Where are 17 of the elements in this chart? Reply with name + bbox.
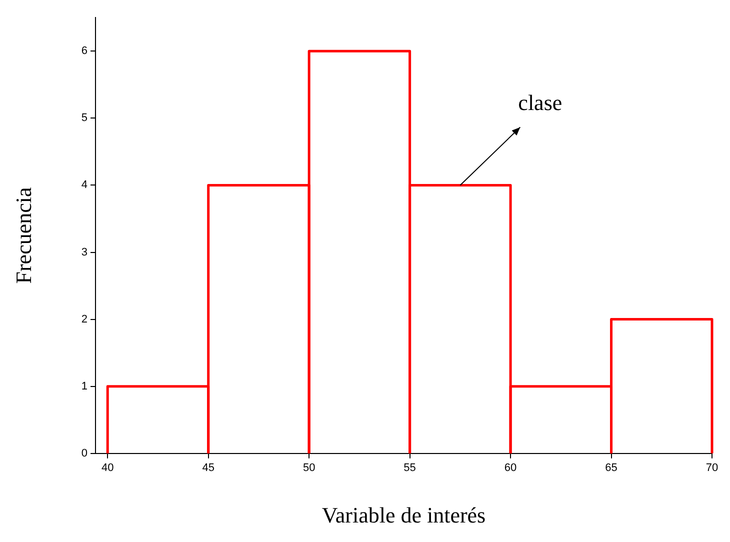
y-tick-label: 4 <box>81 179 88 192</box>
x-tick-label: 40 <box>101 462 114 474</box>
y-tick-label: 2 <box>81 313 88 326</box>
annotation: clase <box>518 90 562 115</box>
x-tick-label: 45 <box>202 462 214 474</box>
x-tick-label: 70 <box>706 462 718 474</box>
y-tick-label: 1 <box>81 380 88 392</box>
y-tick-label: 0 <box>81 447 88 460</box>
y-axis-title: Frecuencia <box>10 187 36 284</box>
x-tick-label: 50 <box>302 462 316 474</box>
y-tick-label: 5 <box>81 112 88 124</box>
x-axis-title: Variable de interés <box>322 502 486 528</box>
x-tick-label: 55 <box>404 462 416 474</box>
x-tick-label: 65 <box>605 462 618 474</box>
x-tick-label: 60 <box>504 462 517 474</box>
y-tick-label: 6 <box>81 45 88 58</box>
y-tick-label: 3 <box>81 246 88 258</box>
